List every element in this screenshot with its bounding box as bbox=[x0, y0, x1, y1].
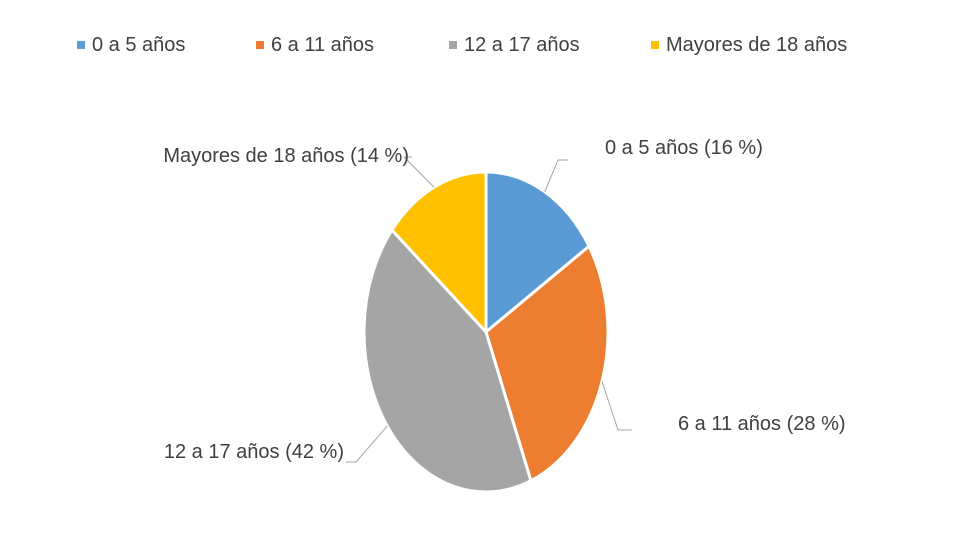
legend-swatch-6-11 bbox=[256, 41, 264, 49]
leader-line-6-11 bbox=[601, 381, 632, 431]
legend-label-mayores-18: Mayores de 18 años bbox=[666, 34, 848, 56]
legend-label-0-5: 0 a 5 años bbox=[92, 34, 186, 56]
pie-slice-6-11 bbox=[484, 244, 610, 483]
pie-slice-12-17 bbox=[362, 228, 533, 494]
leader-line-12-17 bbox=[346, 425, 388, 463]
data-label-12-17: 12 a 17 años (42 %) bbox=[164, 441, 344, 463]
legend-swatch-mayores-18 bbox=[651, 41, 659, 49]
legend-label-6-11: 6 a 11 años bbox=[271, 34, 375, 56]
legend-swatch-0-5 bbox=[77, 41, 85, 49]
data-label-mayores-18: Mayores de 18 años (14 %) bbox=[163, 145, 409, 167]
legend-swatch-12-17 bbox=[449, 41, 457, 49]
pie-slice-0-5 bbox=[484, 170, 591, 334]
legend-item-12-17: 12 a 17 años bbox=[449, 30, 580, 60]
data-label-6-11: 6 a 11 años (28 %) bbox=[678, 413, 846, 435]
leader-line-0-5 bbox=[544, 159, 568, 192]
legend-label-12-17: 12 a 17 años bbox=[464, 34, 580, 56]
legend-item-mayores-18: Mayores de 18 años bbox=[651, 30, 847, 60]
data-label-0-5: 0 a 5 años (16 %) bbox=[605, 137, 763, 159]
legend-item-6-11: 6 a 11 años bbox=[256, 30, 374, 60]
leader-line-mayores-18 bbox=[402, 156, 435, 188]
chart-legend: 0 a 5 años 6 a 11 años 12 a 17 años Mayo… bbox=[0, 30, 971, 60]
legend-item-0-5: 0 a 5 años bbox=[77, 30, 185, 60]
